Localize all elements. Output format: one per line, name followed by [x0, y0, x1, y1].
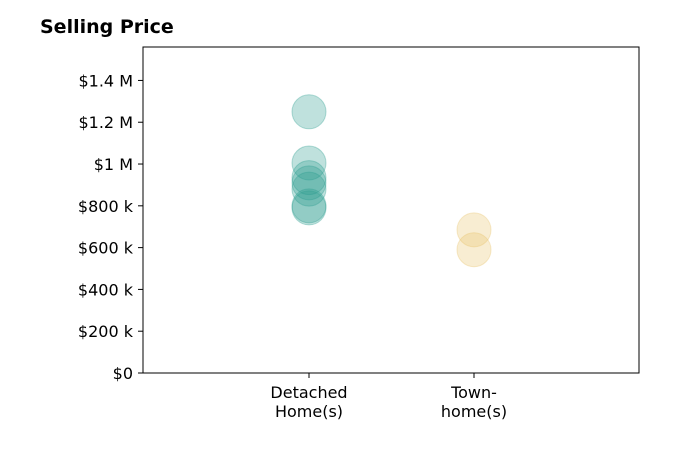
y-tick-label: $1 M [94, 155, 133, 174]
y-tick-label: $200 k [78, 322, 134, 341]
y-axis: $0 $200 k $400 k $600 k $800 k $1 M $1.2 M $1.4… [78, 71, 143, 383]
data-point [291, 145, 327, 181]
x-axis: Detached Home(s) Town-home(s) [270, 373, 507, 421]
y-tick-label: $1.4 M [78, 71, 133, 90]
x-tick-label: Town-home(s) [441, 383, 507, 421]
y-tick-label: $1.2 M [78, 113, 133, 132]
data-point [291, 190, 327, 226]
data-point [291, 188, 327, 224]
data-point [291, 171, 327, 207]
data-point [456, 212, 492, 248]
y-tick-label: $0 [113, 364, 133, 383]
chart-title: Selling Price [40, 16, 174, 38]
data-point [291, 94, 327, 130]
data-point [456, 232, 492, 268]
x-tick-label: Detached Home(s) [270, 383, 347, 421]
y-tick-label: $400 k [78, 280, 134, 299]
y-tick-label: $600 k [78, 239, 134, 258]
data-point [291, 160, 327, 196]
plot-frame [142, 46, 640, 374]
y-tick-label: $800 k [78, 197, 134, 216]
data-point [291, 165, 327, 201]
data-points [291, 94, 492, 268]
